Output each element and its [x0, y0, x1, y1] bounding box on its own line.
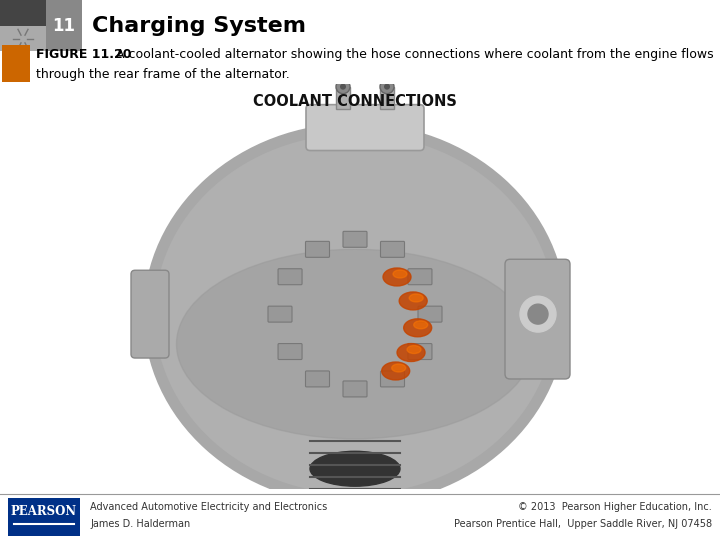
Bar [0, 25, 46, 51]
Text: COOLANT CONNECTIONS: COOLANT CONNECTIONS [253, 94, 457, 109]
Ellipse shape [397, 343, 425, 361]
Ellipse shape [409, 294, 423, 302]
Circle shape [340, 84, 346, 90]
Bar [336, 87, 350, 109]
FancyBboxPatch shape [305, 371, 330, 387]
FancyBboxPatch shape [278, 269, 302, 285]
Bar [46, 0, 82, 51]
Circle shape [520, 296, 556, 332]
Text: Advanced Automotive Electricity and Electronics: Advanced Automotive Electricity and Elec… [90, 502, 328, 512]
Circle shape [336, 80, 350, 93]
FancyBboxPatch shape [343, 231, 367, 247]
FancyBboxPatch shape [418, 306, 442, 322]
Circle shape [384, 84, 390, 90]
Ellipse shape [404, 319, 432, 337]
Ellipse shape [393, 270, 407, 278]
Text: © 2013  Pearson Higher Education, Inc.: © 2013 Pearson Higher Education, Inc. [518, 502, 712, 512]
FancyBboxPatch shape [278, 343, 302, 360]
Text: Charging System: Charging System [92, 16, 306, 36]
Ellipse shape [414, 321, 428, 329]
Circle shape [528, 304, 548, 324]
FancyBboxPatch shape [505, 259, 570, 379]
FancyBboxPatch shape [408, 269, 432, 285]
Text: James D. Halderman: James D. Halderman [90, 519, 190, 529]
Ellipse shape [383, 268, 411, 286]
Text: through the rear frame of the alternator.: through the rear frame of the alternator… [36, 68, 289, 82]
Bar [0, 0, 46, 25]
Text: A coolant-cooled alternator showing the hose connections where coolant from the : A coolant-cooled alternator showing the … [116, 48, 714, 61]
Text: 11: 11 [53, 17, 76, 35]
FancyBboxPatch shape [408, 343, 432, 360]
FancyBboxPatch shape [380, 371, 405, 387]
FancyBboxPatch shape [131, 270, 169, 358]
Bar [380, 87, 394, 109]
FancyBboxPatch shape [306, 105, 424, 151]
Text: PEARSON: PEARSON [11, 505, 77, 518]
Ellipse shape [399, 292, 427, 310]
Ellipse shape [382, 362, 410, 380]
Bar [2, 45, 30, 82]
Ellipse shape [310, 451, 400, 486]
FancyBboxPatch shape [305, 241, 330, 258]
Ellipse shape [145, 125, 565, 504]
Text: FIGURE 11.20: FIGURE 11.20 [36, 48, 132, 61]
FancyBboxPatch shape [343, 381, 367, 397]
Ellipse shape [392, 364, 405, 372]
Ellipse shape [407, 346, 421, 354]
FancyBboxPatch shape [268, 306, 292, 322]
Circle shape [380, 80, 394, 93]
Text: Pearson Prentice Hall,  Upper Saddle River, NJ 07458: Pearson Prentice Hall, Upper Saddle Rive… [454, 519, 712, 529]
Ellipse shape [176, 249, 534, 439]
FancyBboxPatch shape [380, 241, 405, 258]
Bar [8, 498, 80, 536]
